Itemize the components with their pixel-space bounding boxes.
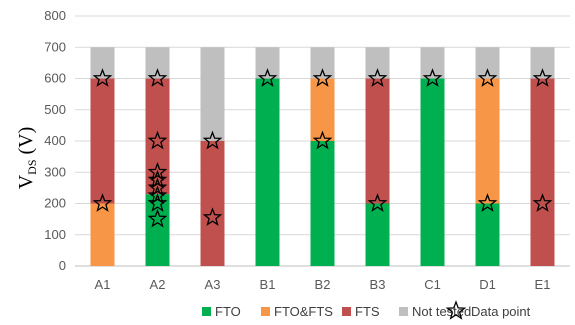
data-point-star — [477, 68, 498, 87]
x-axis-ticks: A1 A2 A3 B1 B2 B3 C1 D1 E1 — [95, 277, 551, 292]
x-tick-label: E1 — [535, 277, 551, 292]
legend-label: FTO — [215, 304, 241, 319]
data-point-star — [532, 193, 553, 212]
y-axis-label-sub: DS — [25, 159, 39, 174]
bar-segment-b3-fts — [365, 78, 390, 204]
legend-swatch — [399, 307, 408, 316]
legend: FTO FTO&FTS FTS Not tested Data point — [202, 300, 531, 320]
x-tick-label: A3 — [205, 277, 221, 292]
bar-segment-d1-fto-fts — [475, 78, 500, 204]
bar-segment-b2-fto-fts — [310, 78, 335, 141]
y-axis-ticks: 0 100 200 300 400 500 600 700 800 — [44, 8, 66, 273]
data-point-star — [532, 68, 553, 87]
bar-segment-a2-not-tested — [145, 47, 170, 79]
bar-segment-b1-not-tested — [255, 47, 280, 79]
legend-star-icon — [445, 300, 467, 320]
y-tick-label: 600 — [44, 71, 66, 86]
bar-segment-a1-fto-fts — [90, 203, 115, 266]
y-tick-label: 500 — [44, 102, 66, 117]
bar-segment-a1-not-tested — [90, 47, 115, 79]
data-point-star — [367, 193, 388, 212]
data-point-star — [367, 68, 388, 87]
x-tick-label: B2 — [315, 277, 331, 292]
x-tick-label: B3 — [370, 277, 386, 292]
y-tick-label: 300 — [44, 164, 66, 179]
x-tick-label: C1 — [424, 277, 441, 292]
y-tick-label: 400 — [44, 133, 66, 148]
bar-segment-b3-fto — [365, 203, 390, 266]
x-tick-label: A1 — [95, 277, 111, 292]
bar-segment-a3-fts — [200, 141, 225, 266]
bar-segment-e1-not-tested — [530, 47, 555, 79]
x-tick-label: B1 — [260, 277, 276, 292]
y-axis-label-main: V — [15, 174, 37, 189]
data-point-markers — [92, 68, 553, 228]
bar-segment-b2-fto — [310, 141, 335, 266]
bar-segment-e1-fts — [530, 78, 555, 266]
bar-segment-c1-not-tested — [420, 47, 445, 79]
y-tick-label: 100 — [44, 227, 66, 242]
bar-segment-b1-fto — [255, 78, 280, 266]
bar-segment-b3-not-tested — [365, 47, 390, 79]
bar-segment-a2-fts — [145, 78, 170, 195]
data-point-star — [202, 207, 223, 226]
data-point-star — [147, 161, 168, 181]
data-point-star — [92, 68, 113, 87]
bar-segment-c1-fto — [420, 78, 445, 266]
legend-swatch — [202, 307, 211, 316]
data-point-star — [147, 208, 168, 228]
legend-label: FTS — [355, 304, 380, 319]
bar-segment-d1-not-tested — [475, 47, 500, 79]
data-point-star — [147, 185, 168, 205]
data-point-star — [147, 193, 168, 212]
bar-segment-a1-fts — [90, 78, 115, 204]
y-axis-label-unit: (V) — [15, 127, 37, 160]
data-point-star — [422, 68, 443, 87]
x-tick-label: D1 — [479, 277, 496, 292]
y-tick-label: 800 — [44, 8, 66, 23]
bars — [90, 47, 555, 266]
bar-segment-a3-not-tested — [200, 47, 225, 141]
y-tick-label: 200 — [44, 196, 66, 211]
y-tick-label: 0 — [59, 258, 66, 273]
legend-label: Not tested — [412, 304, 471, 319]
y-tick-label: 700 — [44, 39, 66, 54]
data-point-star — [147, 68, 168, 87]
legend-label: FTO&FTS — [274, 304, 333, 319]
y-axis-label: VDS (V) — [15, 127, 39, 190]
data-point-star — [147, 177, 168, 197]
x-tick-label: A2 — [150, 277, 166, 292]
data-point-star — [147, 130, 168, 150]
bar-segment-a2-fto — [145, 194, 170, 266]
bar-segment-b2-not-tested — [310, 47, 335, 79]
bar-segment-d1-fto — [475, 203, 500, 266]
data-point-star — [312, 130, 333, 150]
data-point-star — [147, 169, 168, 189]
data-point-star — [257, 68, 278, 87]
legend-label: Data point — [471, 304, 531, 319]
data-point-star — [202, 130, 223, 150]
data-point-star — [92, 193, 113, 212]
data-point-star — [312, 68, 333, 87]
legend-swatch — [342, 307, 351, 316]
data-point-star — [477, 193, 498, 212]
legend-swatch — [261, 307, 270, 316]
